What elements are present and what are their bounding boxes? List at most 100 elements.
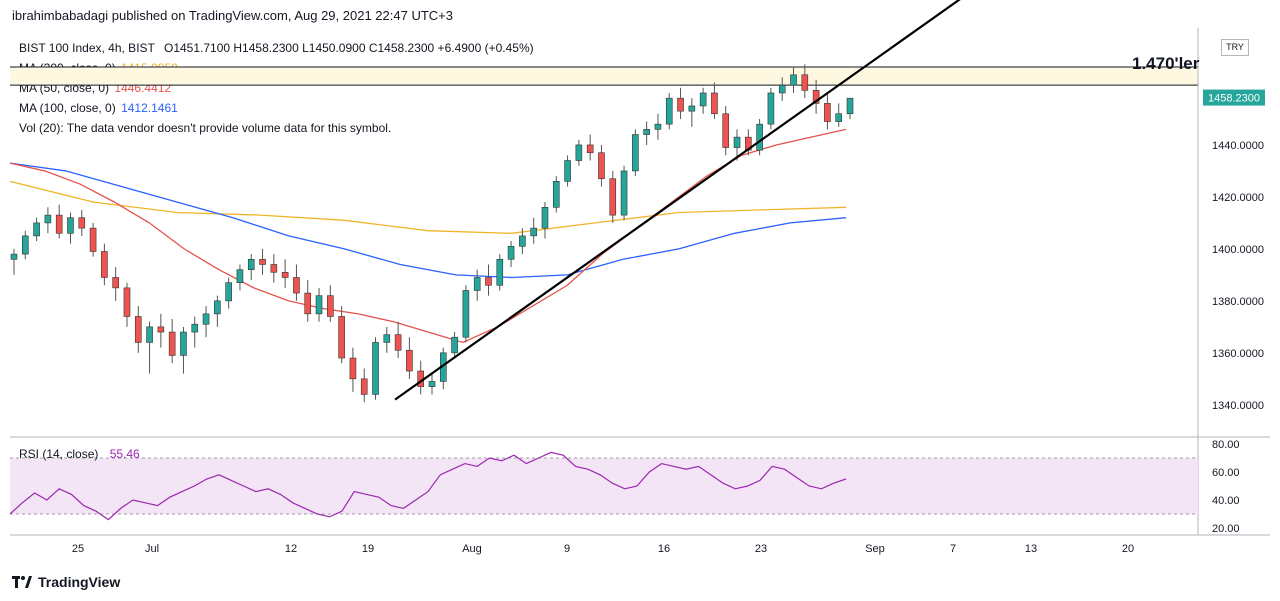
candle-body[interactable]: [564, 160, 571, 182]
footer-brand[interactable]: TradingView: [12, 574, 120, 590]
candle-body[interactable]: [586, 144, 594, 154]
rsi-band: [10, 458, 1198, 514]
candle-body[interactable]: [10, 253, 18, 260]
candle-body[interactable]: [428, 381, 436, 387]
candle-body[interactable]: [541, 207, 549, 229]
candle-body[interactable]: [270, 264, 278, 273]
last-price-label: 1458.2300: [1208, 93, 1260, 105]
candle-body[interactable]: [360, 378, 368, 395]
candle-body[interactable]: [711, 92, 718, 115]
candle-body[interactable]: [78, 217, 86, 229]
vol-label: Vol (20): The data vendor doesn't provid…: [19, 121, 392, 135]
candle-body[interactable]: [123, 287, 131, 317]
candle-body[interactable]: [89, 227, 97, 252]
resistance-zone: [10, 66, 1198, 86]
time-tick-label: 19: [362, 543, 374, 555]
candle-body[interactable]: [620, 170, 628, 216]
candle-body[interactable]: [214, 300, 221, 315]
candle-body[interactable]: [67, 217, 74, 234]
candle-body[interactable]: [247, 258, 255, 270]
candle-body[interactable]: [180, 331, 187, 356]
candle-body[interactable]: [485, 277, 492, 286]
resistance-annotation: 1.470'ler: [1132, 54, 1200, 73]
candle-body[interactable]: [293, 277, 300, 294]
candle-body[interactable]: [101, 251, 108, 278]
publisher-line: ibrahimbabadagi published on TradingView…: [12, 8, 453, 23]
candle-body[interactable]: [157, 326, 165, 333]
candle-body[interactable]: [733, 136, 741, 148]
candle-body[interactable]: [55, 214, 63, 234]
time-tick-label: 7: [950, 543, 956, 555]
candle-body[interactable]: [699, 92, 707, 107]
candle-body[interactable]: [225, 282, 232, 302]
ma100-label: MA (100, close, 0): [19, 101, 116, 115]
time-tick-label: 9: [564, 543, 570, 555]
price-tick-label: 1360.0000: [1212, 348, 1264, 360]
candle-body[interactable]: [665, 97, 673, 125]
candle-body[interactable]: [552, 181, 560, 208]
candle-body[interactable]: [496, 258, 504, 286]
candle-body[interactable]: [632, 134, 639, 172]
candle-body[interactable]: [677, 97, 684, 112]
candle-body[interactable]: [146, 326, 153, 343]
candle-body[interactable]: [383, 334, 391, 343]
candle-body[interactable]: [349, 357, 357, 380]
footer-brand-label: TradingView: [38, 574, 121, 590]
candle-body[interactable]: [824, 103, 831, 122]
candle-body[interactable]: [767, 92, 775, 125]
candle-body[interactable]: [801, 74, 809, 91]
candle-body[interactable]: [473, 277, 481, 291]
symbol-row: BIST 100 Index, 4h, BIST O1451.7100 H145…: [19, 38, 534, 58]
candle-body[interactable]: [778, 84, 786, 94]
time-tick-label: 20: [1122, 543, 1134, 555]
candle-body[interactable]: [519, 235, 526, 247]
candle-body[interactable]: [609, 178, 617, 216]
candle-body[interactable]: [722, 113, 730, 148]
rsi-legend[interactable]: RSI (14, close) 55.46: [19, 447, 140, 461]
candle-body[interactable]: [315, 295, 323, 315]
candle-body[interactable]: [451, 336, 458, 354]
candle-body[interactable]: [756, 123, 763, 151]
candle-body[interactable]: [598, 152, 605, 180]
candle-body[interactable]: [304, 292, 312, 315]
candle-body[interactable]: [406, 349, 413, 372]
candle-body[interactable]: [236, 269, 244, 283]
trendline[interactable]: [394, 0, 967, 401]
candle-body[interactable]: [654, 123, 662, 130]
time-tick-label: 16: [658, 543, 670, 555]
last-price-tag[interactable]: [1203, 89, 1265, 106]
candle-body[interactable]: [790, 74, 797, 86]
candle-body[interactable]: [846, 97, 854, 115]
rsi-tick-label: 60.00: [1212, 467, 1240, 479]
currency-button[interactable]: TRY: [1221, 39, 1249, 56]
candle-body[interactable]: [112, 277, 119, 289]
candle-body[interactable]: [281, 271, 289, 278]
candle-body[interactable]: [202, 313, 210, 325]
candle-body[interactable]: [21, 235, 29, 255]
candle-body[interactable]: [507, 245, 515, 260]
candle-body[interactable]: [643, 129, 650, 135]
candle-body[interactable]: [462, 290, 470, 338]
candle-body[interactable]: [134, 316, 142, 343]
candle-body[interactable]: [338, 316, 345, 359]
candle-body[interactable]: [530, 227, 537, 237]
ohlc-values: O1451.7100 H1458.2300 L1450.0900 C1458.2…: [163, 41, 534, 55]
candle-body[interactable]: [835, 113, 843, 122]
candle-body[interactable]: [812, 90, 820, 104]
candle-body[interactable]: [327, 295, 334, 317]
ma100-row[interactable]: MA (100, close, 0) 1412.1461: [19, 98, 534, 118]
time-tick-label: Aug: [462, 543, 482, 555]
candle-body[interactable]: [44, 214, 52, 224]
rsi-tick-label: 40.00: [1212, 495, 1240, 507]
candle-body[interactable]: [33, 222, 40, 237]
candle-body[interactable]: [575, 144, 583, 161]
candle-body[interactable]: [259, 258, 266, 265]
candle-body[interactable]: [191, 323, 199, 333]
candle-body[interactable]: [688, 105, 696, 112]
candle-body[interactable]: [394, 334, 402, 351]
symbol-label[interactable]: BIST 100 Index, 4h, BIST: [19, 41, 155, 55]
vol-row[interactable]: Vol (20): The data vendor doesn't provid…: [19, 118, 534, 138]
candle-body[interactable]: [372, 342, 379, 395]
candle-body[interactable]: [168, 331, 176, 356]
